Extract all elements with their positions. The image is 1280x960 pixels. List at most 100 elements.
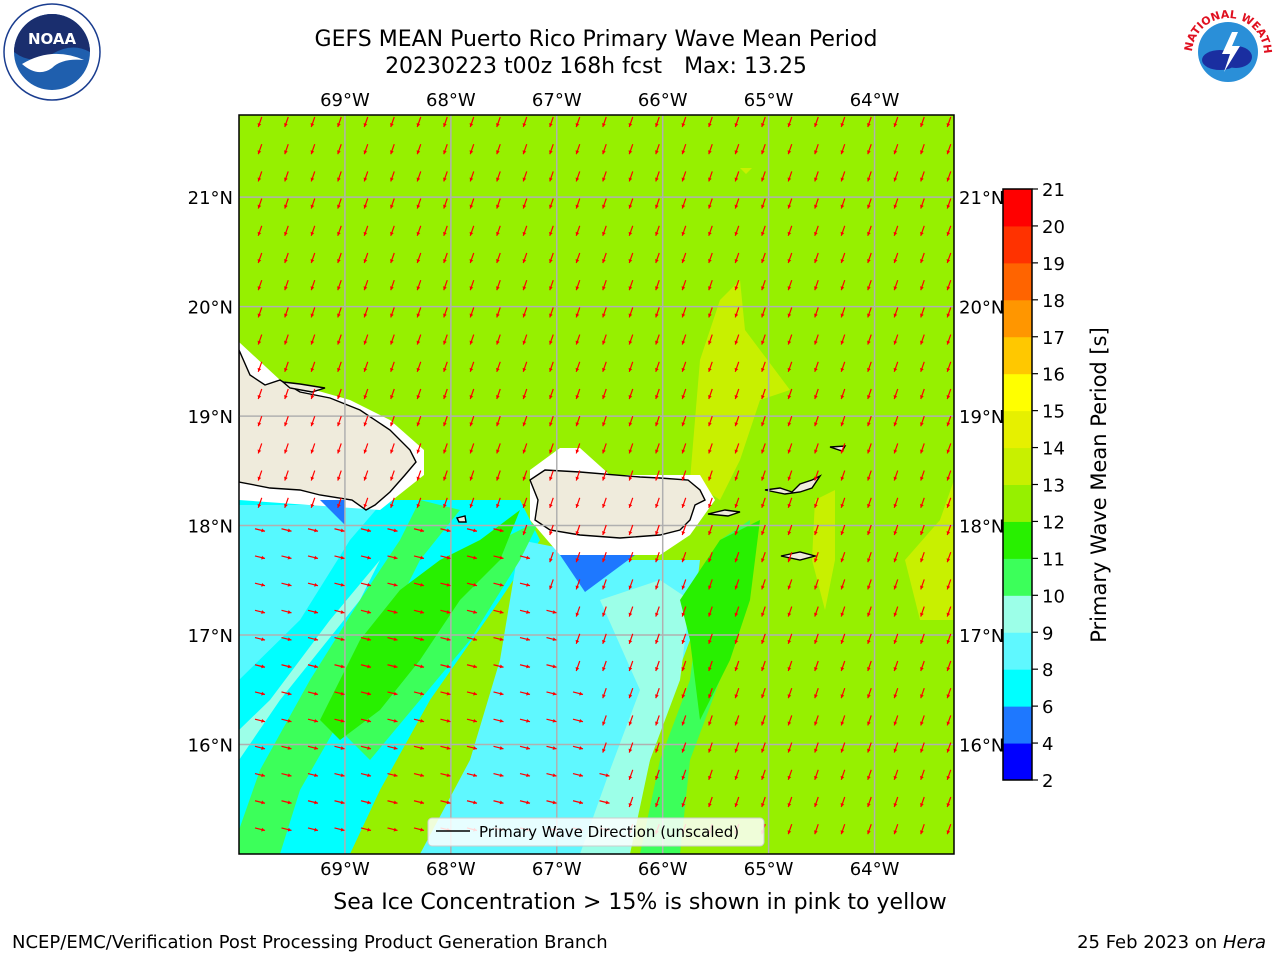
wave-vector [575, 497, 581, 508]
wave-vector [814, 497, 819, 508]
wave-vector [549, 416, 554, 427]
wave-vector [628, 715, 634, 726]
wave-vector [893, 606, 899, 617]
wave-vector [284, 307, 289, 318]
lat-tick-label: 19°N [188, 407, 233, 428]
wave-vector [602, 361, 607, 372]
wave-vector [734, 524, 740, 536]
wave-vector [469, 225, 475, 236]
sea-ice-note: Sea Ice Concentration > 15% is shown in … [333, 890, 947, 915]
wave-vector [867, 116, 872, 128]
wave-vector [708, 579, 713, 590]
wave-vector [946, 552, 952, 563]
wave-vector [814, 252, 819, 264]
wave-vector [920, 470, 925, 481]
wave-vector [307, 691, 319, 696]
wave-vector [522, 497, 528, 508]
wave-vector [575, 416, 581, 427]
wave-vector [390, 388, 395, 400]
wave-vector [469, 116, 475, 128]
wave-vector [787, 280, 793, 291]
wave-vector [628, 633, 634, 644]
wave-vector [257, 361, 263, 372]
wave-vector [443, 198, 448, 209]
wave-vector [734, 715, 740, 726]
wave-vector [840, 388, 846, 400]
wave-vector [390, 116, 395, 128]
wave-vector [310, 470, 316, 481]
wave-vector [946, 497, 952, 508]
wave-vector [466, 609, 478, 614]
wave-vector [387, 718, 398, 723]
wave-vector [575, 116, 581, 128]
colorbar-tick-label: 19 [1042, 254, 1065, 275]
wave-vector [254, 636, 266, 642]
wave-vector [814, 688, 819, 699]
wave-vector [602, 579, 607, 590]
wave-vector [390, 144, 395, 155]
wave-vector [440, 772, 451, 778]
wave-vector [519, 718, 531, 723]
colorbar-tick-label: 11 [1042, 549, 1065, 570]
wave-vector [734, 416, 740, 427]
wave-vector [387, 827, 398, 832]
wave-vector [681, 198, 687, 209]
wave-vector [787, 824, 793, 835]
lat-ticks-right: 21°N 20°N 19°N 18°N 17°N 16°N [959, 188, 1004, 756]
lon-tick-label: 65°W [744, 859, 794, 880]
wave-vector [493, 609, 504, 614]
wave-vector [867, 252, 872, 264]
wave-vector [761, 171, 766, 182]
wave-vector [628, 144, 634, 155]
wave-vector [734, 361, 740, 372]
wave-vector [681, 361, 687, 372]
host-name: Hera [1222, 932, 1266, 953]
wave-vector [708, 334, 713, 345]
wave-vector [522, 171, 528, 182]
wave-vector [708, 416, 713, 427]
wave-vector [307, 827, 319, 832]
wave-vector [840, 280, 846, 291]
wave-vector [814, 470, 819, 481]
wave-vector [761, 769, 766, 780]
wave-vector [360, 636, 372, 642]
wave-vector [390, 334, 395, 345]
wave-vector [334, 772, 345, 778]
wave-vector [307, 745, 319, 750]
wave-vector [734, 116, 740, 128]
wave-vector [519, 772, 531, 778]
wave-vector [602, 552, 607, 563]
wave-vector [363, 225, 369, 236]
wave-vector [496, 280, 501, 291]
noaa-logo: NOAA [3, 3, 101, 101]
wave-vector [549, 470, 554, 481]
wave-vector [257, 388, 263, 400]
wave-vector [310, 388, 316, 400]
wave-vector [572, 718, 584, 723]
wave-vector [549, 171, 554, 182]
wave-vector [549, 252, 554, 264]
wave-vector [920, 144, 925, 155]
wave-vector [337, 116, 342, 128]
wave-vector [281, 745, 292, 750]
wave-vector [334, 664, 345, 669]
wave-vector [840, 171, 846, 182]
wave-vector [761, 715, 766, 726]
wave-vector [761, 225, 766, 236]
wave-vector [363, 388, 369, 400]
wave-vector [734, 688, 740, 699]
lat-tick-label: 18°N [959, 517, 1004, 538]
wave-vector [549, 225, 554, 236]
wave-vector [787, 796, 793, 808]
wave-vector [628, 769, 634, 780]
wave-vector [602, 198, 607, 209]
wave-vector [840, 144, 846, 155]
wave-vector [681, 715, 687, 726]
wave-vector [413, 636, 425, 642]
wave-vector [443, 361, 448, 372]
wave-vector [734, 307, 740, 318]
wave-vector [734, 171, 740, 182]
wave-vector [867, 198, 872, 209]
wave-vector [946, 416, 952, 427]
wave-vector [469, 497, 475, 508]
